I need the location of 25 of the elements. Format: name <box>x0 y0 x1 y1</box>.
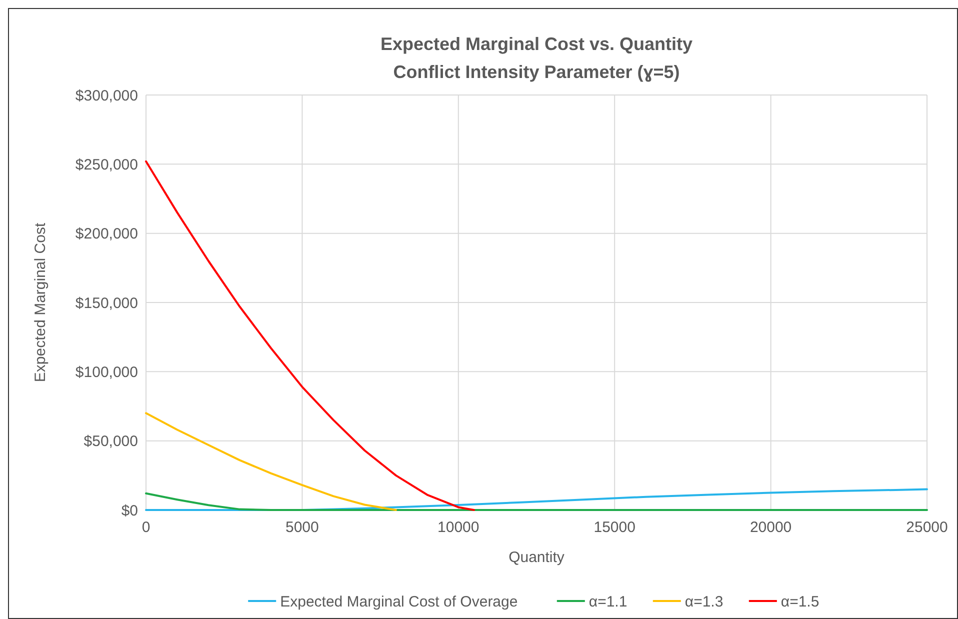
x-tick-label: 20000 <box>750 519 792 536</box>
x-tick-label: 15000 <box>594 519 636 536</box>
y-tick-label: $0 <box>121 502 138 520</box>
legend-label: α=1.3 <box>684 593 724 610</box>
line-series <box>145 488 928 511</box>
chart-subtitle: Conflict Intensity Parameter (ɣ=5) <box>393 62 680 82</box>
x-tick-label: 0 <box>142 519 150 536</box>
legend-label: α=1.5 <box>780 593 820 610</box>
line-series <box>145 412 397 511</box>
y-tick-label: $250,000 <box>75 156 138 174</box>
chart-title: Expected Marginal Cost vs. Quantity <box>380 34 693 54</box>
legend-label: Expected Marginal Cost of Overage <box>280 593 518 610</box>
y-axis-title: Expected Marginal Cost <box>32 222 49 382</box>
line-series <box>145 492 928 511</box>
y-tick-label: $100,000 <box>75 364 138 381</box>
y-tick-label: $150,000 <box>75 294 138 312</box>
line-series <box>145 160 476 511</box>
x-tick-label: 5000 <box>286 519 319 536</box>
y-tick-label: $200,000 <box>75 226 138 243</box>
legend-label: α=1.1 <box>588 593 628 610</box>
y-tick-label: $300,000 <box>75 87 138 104</box>
x-tick-label: 25000 <box>906 519 948 536</box>
y-tick-label: $50,000 <box>84 433 138 450</box>
x-axis-title: Quantity <box>508 549 565 566</box>
x-tick-label: 10000 <box>438 519 480 536</box>
